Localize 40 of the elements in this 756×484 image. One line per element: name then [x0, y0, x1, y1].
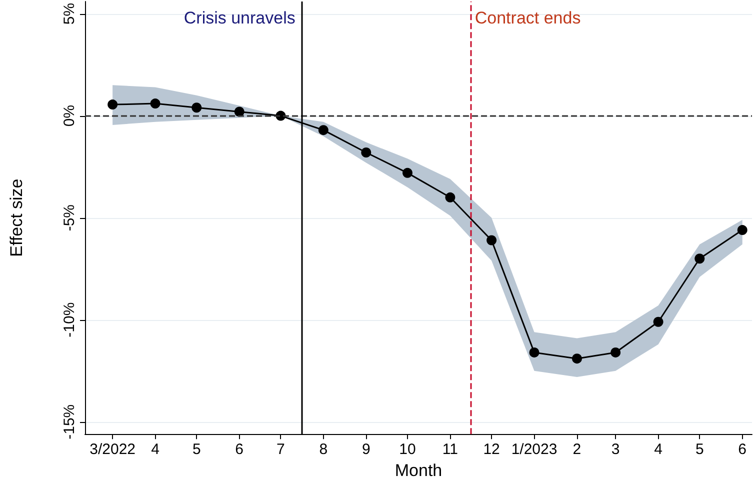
point [529, 347, 540, 358]
x-tick-label: 7 [276, 441, 285, 458]
x-tick-label: 9 [362, 441, 370, 458]
point [402, 168, 412, 178]
point [737, 225, 748, 236]
y-axis-title: Effect size [7, 178, 26, 257]
x-tick-label: 8 [319, 441, 328, 458]
y-tick-label: 0% [61, 104, 78, 127]
x-tick-label: 6 [738, 441, 747, 458]
x-tick-label: 3/2022 [90, 441, 136, 458]
x-tick-label: 1/2023 [511, 441, 558, 458]
point [445, 192, 456, 202]
point [192, 102, 202, 113]
x-tick-label: 4 [151, 441, 160, 458]
x-tick-label: 6 [235, 441, 244, 458]
x-tick-label: 2 [572, 441, 582, 458]
point [486, 235, 497, 246]
point [572, 354, 582, 364]
point [150, 98, 160, 109]
y-tick-label: -5% [61, 204, 78, 232]
point [361, 148, 372, 158]
x-tick-label: 10 [399, 441, 416, 458]
point [318, 125, 328, 136]
x-tick-label: 12 [483, 441, 500, 458]
point [694, 254, 705, 264]
y-tick-label: -15% [61, 404, 78, 440]
y-tick-label: -10% [61, 302, 78, 338]
y-tick-label: 5% [61, 2, 78, 25]
ref-line-label: Contract ends [474, 8, 581, 28]
point [108, 100, 118, 110]
point [610, 347, 621, 358]
x-tick-label: 3 [611, 441, 620, 458]
x-axis-title: Month [394, 461, 442, 480]
ref-line-label: Crisis unravels [184, 8, 296, 28]
x-tick-label: 5 [695, 441, 704, 458]
point [653, 316, 664, 327]
point [234, 106, 244, 117]
x-tick-label: 11 [442, 441, 458, 458]
x-tick-label: 5 [192, 441, 201, 458]
x-tick-label: 4 [654, 441, 662, 458]
